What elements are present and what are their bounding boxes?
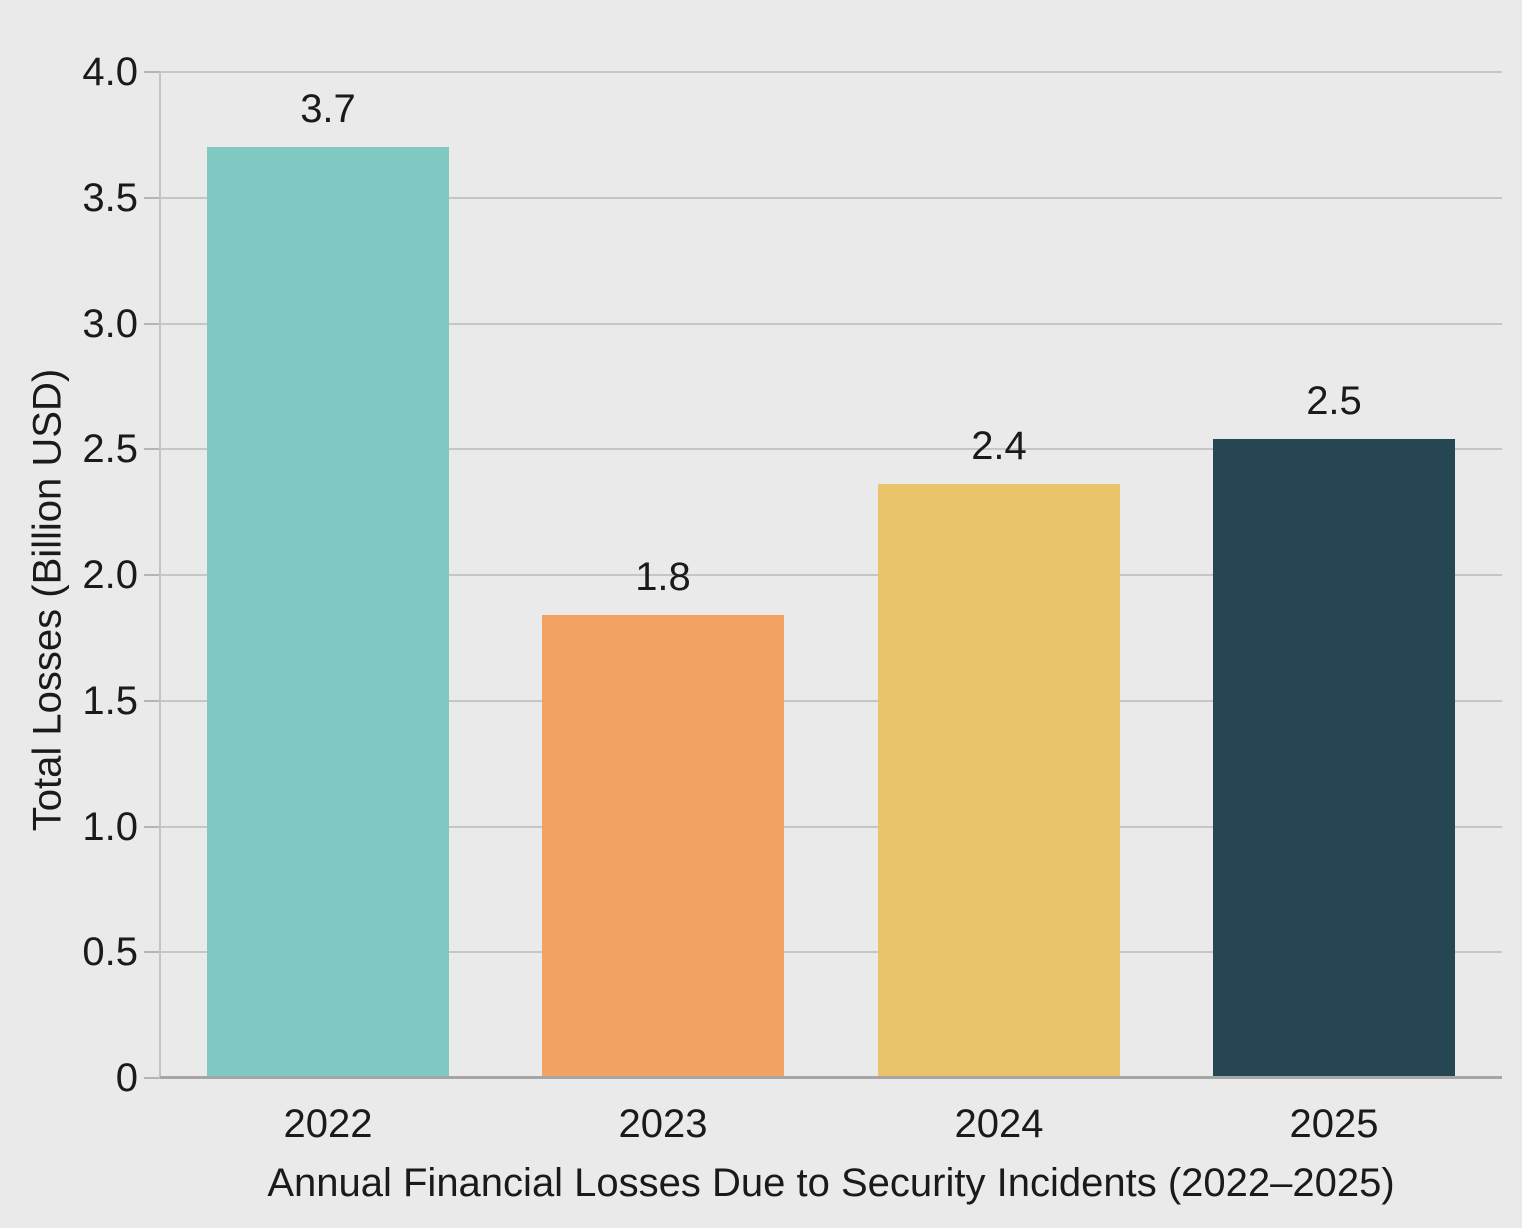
x-tick-label-2025: 2025 <box>1289 1102 1379 1146</box>
y-tick-label-3.5: 3.5 <box>82 175 138 220</box>
bar-value-label-2023: 1.8 <box>635 555 691 600</box>
y-tick-2.5 <box>144 448 160 451</box>
y-tick-0 <box>144 1077 160 1079</box>
bar-value-label-2022: 3.7 <box>300 87 356 132</box>
y-tick-label-3.0: 3.0 <box>82 301 138 346</box>
gridline-2 <box>160 574 1502 576</box>
gridline-3 <box>160 322 1502 325</box>
y-tick-1.5 <box>144 699 160 702</box>
y-tick-label-1.5: 1.5 <box>82 678 138 723</box>
bar-2022 <box>207 147 449 1078</box>
bar-value-label-2024: 2.4 <box>971 424 1027 469</box>
x-axis-spine <box>160 1076 1502 1079</box>
y-axis-spine <box>159 72 161 1078</box>
y-tick-3.0 <box>144 322 160 325</box>
y-tick-label-2.5: 2.5 <box>82 427 138 472</box>
y-tick-0.5 <box>144 951 160 954</box>
y-tick-label-0.5: 0.5 <box>82 930 138 975</box>
bar-2025 <box>1213 439 1455 1078</box>
x-tick-label-2022: 2022 <box>283 1102 373 1146</box>
gridline-1.5 <box>160 699 1502 702</box>
y-tick-label-1.0: 1.0 <box>82 804 138 849</box>
x-tick-label-2024: 2024 <box>954 1102 1044 1146</box>
gridline-2.5 <box>160 448 1502 451</box>
gridline-3.5 <box>160 196 1502 199</box>
gridline-1 <box>160 825 1502 828</box>
y-tick-4.0 <box>144 71 160 73</box>
x-axis-title: Annual Financial Losses Due to Security … <box>267 1161 1395 1205</box>
bar-2024 <box>878 484 1120 1078</box>
y-tick-label-0: 0 <box>115 1056 138 1100</box>
y-tick-label-4.0: 4.0 <box>82 50 138 94</box>
y-tick-label-2.0: 2.0 <box>82 553 138 597</box>
bar-2023 <box>542 615 784 1078</box>
gridline-4 <box>160 71 1502 73</box>
y-tick-2.0 <box>144 574 160 576</box>
gridline-0.5 <box>160 951 1502 954</box>
y-tick-3.5 <box>144 196 160 199</box>
y-tick-1.0 <box>144 825 160 828</box>
x-tick-label-2023: 2023 <box>618 1102 708 1146</box>
bar-value-label-2025: 2.5 <box>1306 379 1362 424</box>
